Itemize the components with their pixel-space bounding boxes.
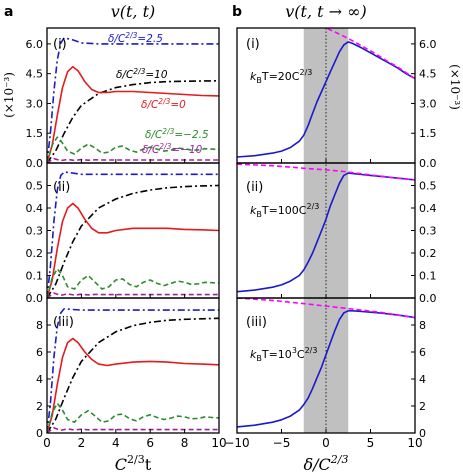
axes-layer: 0.0 1.5 3.0 4.5 6.0 0.0 0.1 0.2 0.3 0.4 0.5 0 2 4 6 8 0 2… — [26, 27, 437, 450]
y-tick-label: 0.1 — [419, 270, 437, 283]
series-line-a-2-2 — [47, 337, 219, 433]
panel-a-y-unit: (×10⁻³) — [2, 72, 16, 118]
panel-a-i-label: (i) — [53, 37, 67, 52]
panel-b-iii-series — [237, 298, 415, 428]
panel-letter-b: b — [232, 4, 242, 20]
y-tick-label: 1.5 — [26, 127, 44, 140]
annotation-delta-10: δ/C2/3=10 — [116, 67, 168, 81]
y-tick-label: 4.5 — [26, 68, 44, 81]
annotation-kbt-1000: kBT=103C2/3 — [250, 346, 317, 363]
x-tick-label: −10 — [224, 436, 249, 450]
panel-a-x-title: C2/3t — [115, 453, 152, 474]
x-tick-label: 2 — [78, 436, 86, 450]
series-line-a-1-0 — [47, 171, 219, 298]
y-tick-label: 4 — [36, 373, 43, 386]
panel-b-title: v(t, t → ∞) — [285, 2, 366, 21]
series-line-a-1-3 — [47, 268, 219, 298]
y-tick-label: 0.0 — [26, 157, 44, 170]
y-tick-label: 4.5 — [419, 68, 437, 81]
series-line-a-2-0 — [47, 308, 219, 433]
y-tick-label: 0.3 — [419, 225, 437, 238]
plot-frame-a-1 — [46, 162, 220, 299]
x-tick-label: 5 — [367, 436, 375, 450]
y-tick-label: 0 — [419, 427, 426, 440]
panel-b-i-series — [237, 28, 415, 158]
y-tick-label: 0.3 — [26, 225, 44, 238]
y-tick-label: 0.0 — [419, 157, 437, 170]
series-line-b-0-1 — [323, 28, 415, 80]
y-tick-label: 0.4 — [26, 202, 44, 215]
panel-b-y-unit: (×10⁻³) — [448, 64, 462, 110]
y-tick-label: 6 — [36, 346, 43, 359]
series-line-a-1-4 — [47, 292, 219, 298]
series-line-b-1-0 — [237, 172, 415, 293]
panel-b-iii-label: (iii) — [246, 315, 267, 330]
y-tick-label: 0.5 — [26, 180, 44, 193]
y-tick-label: 6.0 — [26, 38, 44, 51]
panel-b-x-title: δ/C2/3 — [304, 453, 349, 474]
series-line-a-1-1 — [47, 184, 219, 298]
y-tick-label: 8 — [36, 319, 43, 332]
resonance-band-group — [303, 28, 349, 433]
series-line-a-1-2 — [47, 202, 219, 298]
y-tick-label: 0.5 — [419, 180, 437, 193]
panel-a-ii-label: (ii) — [53, 180, 70, 195]
x-tick-label: 10 — [211, 436, 226, 450]
annotation-kbt-20: kBT=20C2/3 — [250, 68, 312, 85]
panel-a-title: v(t, t) — [111, 2, 156, 21]
series-line-b-0-0 — [237, 41, 415, 158]
x-tick-label: 0 — [322, 436, 330, 450]
y-tick-label: 2 — [36, 400, 43, 413]
y-tick-label: 2 — [419, 400, 426, 413]
y-tick-label: 3.0 — [26, 97, 44, 110]
y-tick-label: 0.2 — [26, 247, 44, 260]
panel-a-iii-label: (iii) — [53, 315, 74, 330]
y-tick-label: 3.0 — [419, 97, 437, 110]
y-tick-label: 6 — [419, 346, 426, 359]
series-line-a-0-3 — [47, 136, 219, 163]
series-line-a-0-1 — [47, 80, 219, 163]
x-tick-label: 10 — [407, 436, 422, 450]
plot-frame-a-2 — [46, 297, 220, 434]
annotation-delta-2-5: δ/C2/3=2.5 — [108, 31, 163, 45]
annotation-delta-minus-2-5: δ/C2/3=−2.5 — [145, 127, 209, 141]
series-line-a-2-4 — [47, 427, 219, 433]
y-tick-label: 0.0 — [26, 292, 44, 305]
y-tick-label: 0.2 — [419, 247, 437, 260]
x-tick-label: 4 — [112, 436, 120, 450]
x-tick-label: 6 — [146, 436, 154, 450]
panel-b-i-label: (i) — [246, 37, 260, 52]
y-tick-label: 8 — [419, 319, 426, 332]
series-line-a-0-2 — [47, 65, 219, 163]
x-tick-label: −5 — [273, 436, 291, 450]
panel-a-i-series — [47, 37, 219, 163]
y-tick-label: 0.0 — [419, 292, 437, 305]
y-tick-label: 0.1 — [26, 270, 44, 283]
y-tick-label: 6.0 — [419, 38, 437, 51]
y-tick-label: 4 — [419, 373, 426, 386]
series-line-a-2-1 — [47, 317, 219, 433]
series-line-b-2-0 — [237, 310, 415, 428]
panel-a-iii-series — [47, 308, 219, 433]
series-line-a-0-4 — [47, 157, 219, 163]
y-tick-label: 1.5 — [419, 127, 437, 140]
panel-b-ii-series — [237, 163, 415, 293]
annotation-kbt-100: kBT=100C2/3 — [250, 202, 319, 219]
x-tick-label: 0 — [43, 436, 51, 450]
annotation-delta-minus-10: δ/C2/3=−10 — [142, 142, 203, 156]
x-tick-label: 8 — [181, 436, 189, 450]
y-tick-label: 0 — [36, 427, 43, 440]
panel-a-ii-series — [47, 171, 219, 298]
y-tick-label: 0.4 — [419, 202, 437, 215]
series-line-a-0-0 — [47, 37, 219, 163]
series-line-b-1-1 — [237, 163, 415, 181]
panel-letter-a: a — [4, 4, 13, 20]
annotation-delta-0: δ/C2/3=0 — [141, 97, 186, 111]
panel-b-ii-label: (ii) — [246, 180, 263, 195]
series-line-a-2-3 — [47, 402, 219, 433]
series-line-b-2-1 — [237, 298, 415, 319]
